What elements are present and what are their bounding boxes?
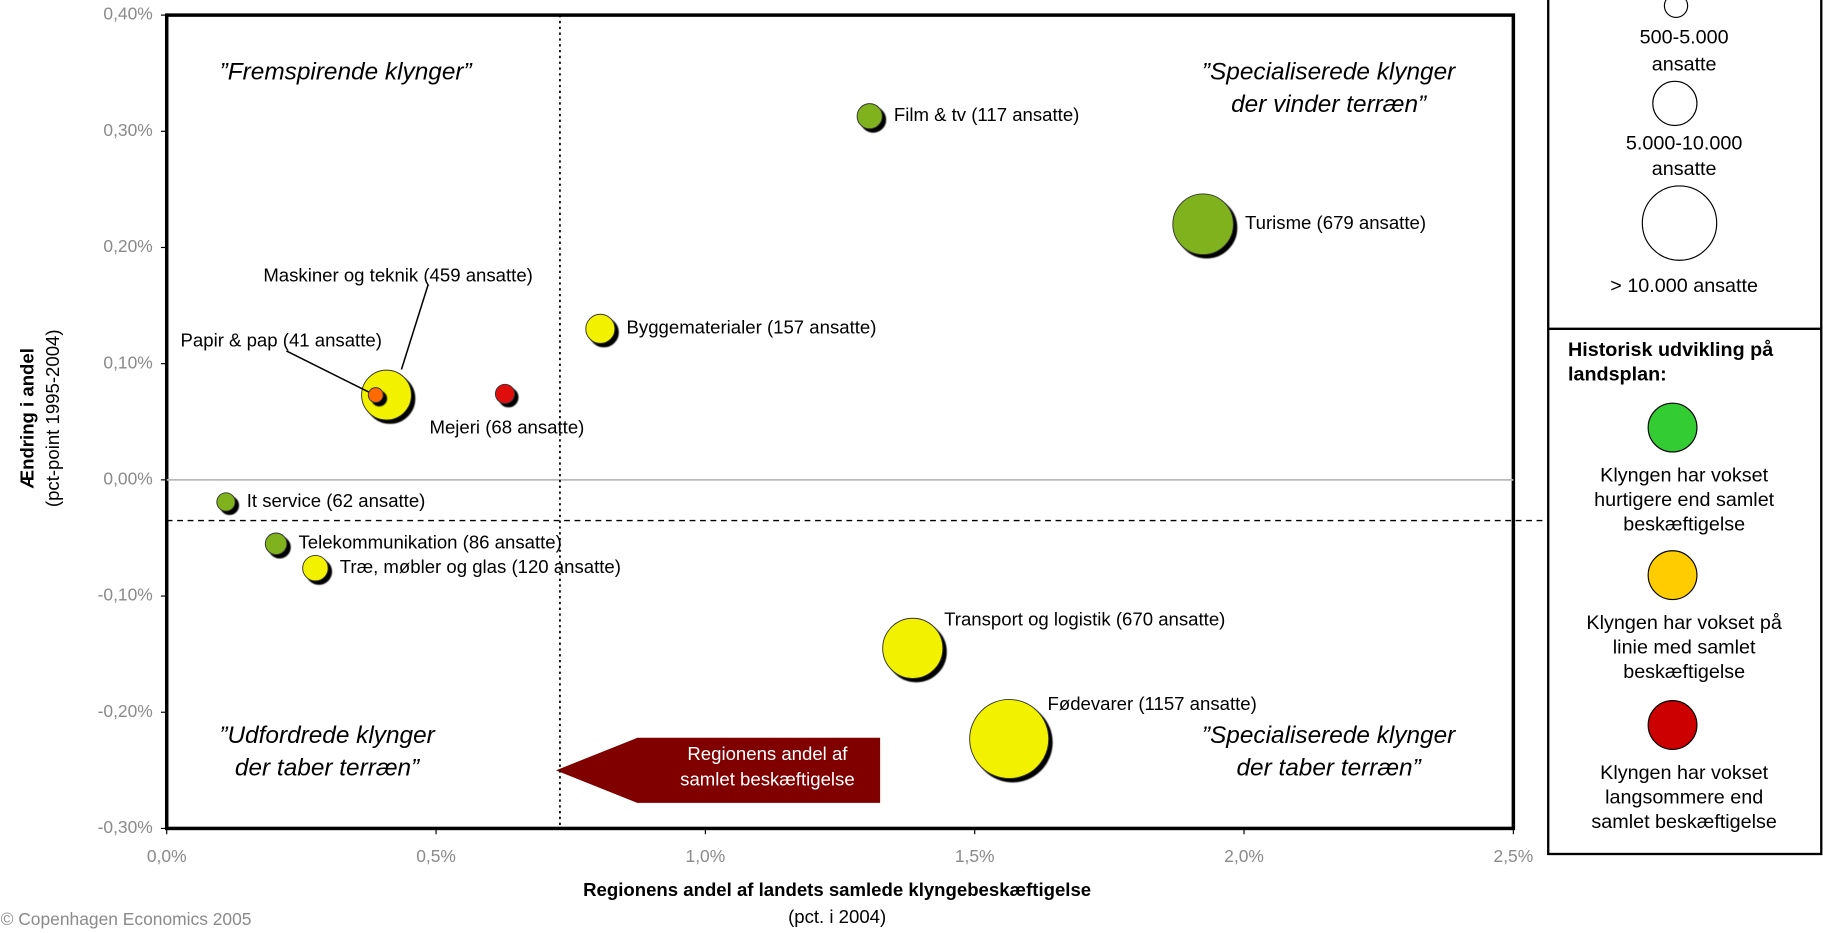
size-legend-label: ansatte	[1652, 158, 1717, 180]
bubble	[494, 383, 516, 404]
point-label: Mejeri (68 ansatte)	[429, 417, 584, 438]
x-tick-label: 1,0%	[686, 846, 726, 866]
source: © Copenhagen Economics 2005	[1, 909, 252, 929]
quadrant-label: der taber terræn”	[235, 755, 421, 782]
x-tick-label: 1,5%	[955, 846, 995, 866]
legend-label: beskæftigelse	[1623, 661, 1745, 683]
leader-line	[400, 284, 429, 370]
legend-label: Klyngen har vokset på	[1586, 612, 1781, 634]
y-tick-label: 0,30%	[103, 120, 152, 140]
legend-label: Klyngen har vokset	[1600, 465, 1768, 487]
x-tick-label: 0,0%	[147, 846, 187, 866]
size-legend-label: 500-5.000	[1640, 27, 1729, 49]
quadrant-label: ”Specialiserede klynger	[1202, 722, 1456, 749]
quadrant-label: der taber terræn”	[1236, 755, 1422, 782]
arrow-label: samlet beskæftigelse	[680, 769, 855, 790]
point-label: Fødevarer (1157 ansatte)	[1048, 693, 1257, 714]
y-axis-subtitle: (pct-point 1995-2004)	[42, 329, 63, 507]
y-tick-label: 0,10%	[103, 352, 152, 372]
legend-swatch	[1647, 700, 1698, 751]
bubble	[969, 698, 1050, 779]
legend-box	[1547, 0, 1823, 856]
quadrant-label: der vinder terræn”	[1231, 91, 1428, 118]
size-legend-label: > 10.000 ansatte	[1610, 275, 1758, 297]
point-label: It service (62 ansatte)	[247, 490, 426, 511]
point-label: Papir & pap (41 ansatte)	[181, 330, 382, 351]
point-label: Telekommunikation (86 ansatte)	[298, 532, 561, 553]
size-legend-label: 5.000-10.000	[1626, 132, 1742, 154]
bubble	[1172, 193, 1234, 255]
quadrant-label: ”Udfordrede klynger	[219, 722, 435, 749]
quadrant-label: ”Fremspirende klynger”	[220, 59, 474, 86]
size-legend-circle	[1663, 0, 1689, 19]
y-tick-label: -0,10%	[98, 585, 153, 605]
legend-swatch	[1647, 402, 1698, 453]
point-label: Byggematerialer (157 ansatte)	[627, 317, 877, 338]
x-tick-label: 0,5%	[416, 846, 456, 866]
legend-label: linie med samlet	[1613, 637, 1756, 659]
size-legend-circle	[1641, 185, 1718, 261]
x-axis-title: Regionens andel af landets samlede klyng…	[583, 879, 1091, 900]
legend-label: hurtigere end samlet	[1594, 489, 1775, 511]
bubble	[882, 617, 944, 679]
bubble	[856, 103, 883, 130]
legend-label: langsommere end	[1605, 786, 1763, 808]
bubble	[216, 492, 236, 512]
y-tick-label: -0,20%	[98, 701, 153, 721]
x-tick-label: 2,5%	[1494, 846, 1534, 866]
plot-frame	[164, 13, 1516, 831]
point-label: Film & tv (117 ansatte)	[894, 104, 1079, 125]
legend-label: samlet beskæftigelse	[1591, 811, 1777, 833]
bubble	[302, 554, 329, 582]
x-tick-label: 2,0%	[1224, 846, 1264, 866]
legend-swatch	[1647, 550, 1698, 601]
size-legend-circle	[1652, 80, 1698, 127]
x-axis-subtitle: (pct. i 2004)	[788, 906, 886, 927]
bubble	[361, 369, 412, 421]
legend-title: landsplan:	[1568, 364, 1667, 386]
quadrant-label: ”Specialiserede klynger	[1202, 59, 1456, 86]
y-axis-title: Ændring i andel	[16, 348, 37, 488]
y-tick-label: 0,40%	[103, 4, 152, 24]
y-tick-label: 0,20%	[103, 236, 152, 256]
arrow-label: Regionens andel af	[687, 743, 848, 764]
point-label: Turisme (679 ansatte)	[1245, 212, 1426, 233]
bubble	[585, 313, 616, 344]
point-label: Transport og logistik (670 ansatte)	[944, 608, 1225, 629]
legend-label: Klyngen har vokset	[1600, 762, 1768, 784]
legend-title: Historisk udvikling på	[1568, 338, 1774, 361]
point-label: Maskiner og teknik (459 ansatte)	[263, 264, 533, 285]
leader-line	[286, 350, 371, 394]
bubble	[367, 387, 384, 403]
size-legend-label: ansatte	[1652, 53, 1717, 75]
y-tick-label: -0,30%	[98, 817, 153, 837]
legend-label: beskæftigelse	[1623, 513, 1745, 535]
point-label: Træ, møbler og glas (120 ansatte)	[340, 556, 621, 577]
bubble	[264, 532, 288, 556]
y-tick-label: 0,00%	[103, 468, 152, 488]
arrow	[555, 737, 881, 803]
